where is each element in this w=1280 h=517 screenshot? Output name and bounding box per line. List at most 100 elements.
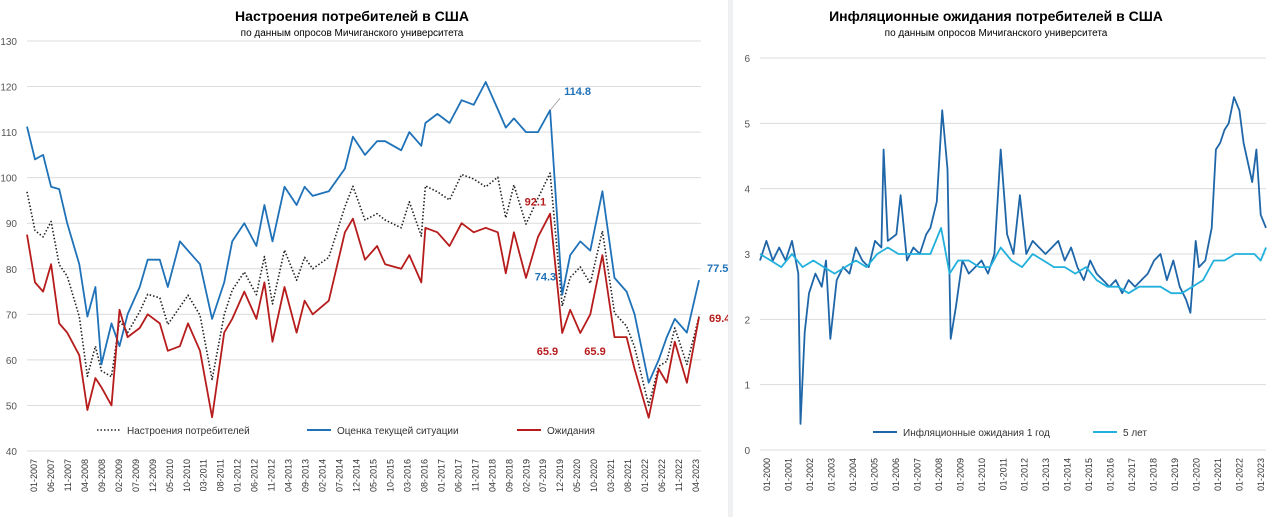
x-tick-label: 01-2017 bbox=[1127, 458, 1137, 491]
y-tick-label: 40 bbox=[6, 447, 18, 458]
x-tick-label: 06-2017 bbox=[453, 459, 463, 492]
x-tick-label: 01-2022 bbox=[640, 459, 650, 492]
series-line-0 bbox=[759, 96, 1267, 425]
x-tick-label: 01-2022 bbox=[1235, 458, 1245, 491]
x-tick-label: 01-2023 bbox=[1256, 458, 1266, 491]
y-tick-label: 5 bbox=[744, 119, 750, 130]
x-tick-label: 01-2008 bbox=[934, 458, 944, 491]
x-tick-label: 12-2009 bbox=[148, 459, 158, 492]
x-tick-label: 01-2013 bbox=[1041, 458, 1051, 491]
x-tick-label: 01-2009 bbox=[955, 458, 965, 491]
x-tick-label: 06-2022 bbox=[657, 459, 667, 492]
x-tick-label: 11-2022 bbox=[674, 459, 684, 491]
x-tick-label: 09-2008 bbox=[97, 459, 107, 492]
chart-title: Настроения потребителей в США bbox=[235, 8, 469, 24]
x-tick-label: 01-2010 bbox=[977, 458, 987, 491]
y-tick-label: 50 bbox=[6, 401, 18, 412]
x-tick-label: 09-2018 bbox=[504, 459, 514, 492]
y-tick-label: 70 bbox=[6, 310, 18, 321]
x-tick-label: 01-2002 bbox=[805, 458, 815, 491]
x-tick-label: 07-2019 bbox=[538, 459, 548, 492]
x-tick-label: 01-2007 bbox=[29, 459, 39, 492]
x-tick-label: 01-2017 bbox=[436, 459, 446, 492]
x-tick-label: 03-2016 bbox=[402, 459, 412, 492]
data-label: 77.5 bbox=[707, 263, 728, 275]
chart-title: Инфляционные ожидания потребителей в США bbox=[829, 8, 1163, 24]
series-line-2 bbox=[26, 212, 700, 419]
x-tick-label: 01-2001 bbox=[783, 458, 793, 491]
x-tick-label: 09-2013 bbox=[301, 459, 311, 492]
x-tick-label: 01-2000 bbox=[762, 458, 772, 491]
x-tick-label: 01-2021 bbox=[1213, 458, 1223, 491]
series-line-1 bbox=[26, 81, 700, 384]
x-tick-label: 05-2015 bbox=[368, 459, 378, 492]
x-tick-label: 10-2010 bbox=[182, 459, 192, 492]
consumer-sentiment-chart: Настроения потребителей в США по данным … bbox=[0, 8, 728, 492]
x-tick-label: 04-2023 bbox=[691, 459, 701, 492]
chart-subtitle: по данным опросов Мичиганского университ… bbox=[885, 28, 1108, 39]
x-tick-label: 01-2012 bbox=[1020, 458, 1030, 491]
y-tick-label: 90 bbox=[6, 219, 18, 230]
x-tick-label: 11-2007 bbox=[63, 459, 73, 491]
y-tick-label: 3 bbox=[744, 250, 750, 261]
x-tick-label: 02-2009 bbox=[114, 459, 124, 492]
x-tick-label: 01-2006 bbox=[891, 458, 901, 491]
x-tick-label: 06-2012 bbox=[250, 459, 260, 492]
x-tick-label: 01-2020 bbox=[1192, 458, 1202, 491]
y-tick-label: 2 bbox=[744, 315, 750, 326]
data-label: 65.9 bbox=[584, 346, 605, 358]
x-tick-label: 02-2014 bbox=[318, 459, 328, 492]
legend-label: 5 лет bbox=[1123, 428, 1147, 439]
series-line-1 bbox=[759, 227, 1267, 295]
x-tick-label: 06-2007 bbox=[46, 459, 56, 492]
data-label: 114.8 bbox=[564, 86, 591, 98]
annotation-leader bbox=[549, 97, 561, 111]
x-tick-label: 01-2015 bbox=[1084, 458, 1094, 491]
y-tick-label: 100 bbox=[0, 174, 17, 185]
data-label: 69.4 bbox=[709, 313, 728, 325]
x-tick-label: 01-2012 bbox=[233, 459, 243, 492]
x-tick-label: 01-2011 bbox=[998, 458, 1008, 490]
x-tick-label: 05-2010 bbox=[165, 459, 175, 492]
x-tick-label: 07-2009 bbox=[131, 459, 141, 492]
chart-subtitle: по данным опросов Мичиганского университ… bbox=[241, 28, 464, 39]
legend-label: Инфляционные ожидания 1 год bbox=[903, 427, 1050, 439]
x-tick-label: 01-2003 bbox=[826, 458, 836, 491]
x-tick-label: 08-2021 bbox=[623, 459, 633, 492]
x-tick-label: 01-2005 bbox=[869, 458, 879, 491]
x-tick-label: 04-2008 bbox=[80, 459, 90, 492]
data-label: 65.9 bbox=[537, 346, 558, 358]
data-label: 92.1 bbox=[525, 197, 546, 209]
x-tick-label: 08-2011 bbox=[216, 459, 226, 491]
x-tick-label: 03-2021 bbox=[606, 459, 616, 492]
data-label: 74.3 bbox=[535, 272, 556, 284]
y-tick-label: 110 bbox=[1, 128, 17, 139]
chart-panel-inflation-expectations: Инфляционные ожидания потребителей в США… bbox=[733, 0, 1280, 517]
y-tick-label: 0 bbox=[744, 446, 750, 457]
legend-label: Оценка текущей ситуации bbox=[337, 426, 459, 437]
y-tick-label: 1 bbox=[744, 381, 750, 392]
chart-panel-consumer-sentiment: Настроения потребителей в США по данным … bbox=[0, 0, 728, 517]
x-tick-label: 07-2014 bbox=[335, 459, 345, 492]
inflation-expectations-chart: Инфляционные ожидания потребителей в США… bbox=[744, 8, 1267, 491]
x-tick-label: 12-2014 bbox=[352, 459, 362, 492]
y-tick-label: 6 bbox=[744, 54, 750, 65]
x-tick-label: 04-2013 bbox=[284, 459, 294, 492]
x-tick-label: 11-2017 bbox=[470, 459, 480, 491]
x-tick-label: 04-2018 bbox=[487, 459, 497, 492]
x-tick-label: 08-2016 bbox=[419, 459, 429, 492]
y-tick-label: 60 bbox=[6, 356, 18, 367]
y-tick-label: 120 bbox=[0, 83, 17, 94]
y-tick-label: 4 bbox=[744, 185, 750, 196]
x-tick-label: 10-2015 bbox=[385, 459, 395, 492]
x-tick-label: 01-2004 bbox=[848, 458, 858, 491]
x-tick-label: 05-2020 bbox=[572, 459, 582, 492]
x-tick-label: 01-2014 bbox=[1063, 458, 1073, 491]
x-tick-label: 11-2012 bbox=[267, 459, 277, 491]
x-tick-label: 01-2019 bbox=[1170, 458, 1180, 491]
x-tick-label: 01-2016 bbox=[1106, 458, 1116, 491]
x-tick-label: 03-2011 bbox=[199, 459, 209, 491]
legend-label: Настроения потребителей bbox=[127, 425, 250, 437]
legend-label: Ожидания bbox=[547, 426, 595, 437]
x-tick-label: 12-2019 bbox=[555, 459, 565, 492]
